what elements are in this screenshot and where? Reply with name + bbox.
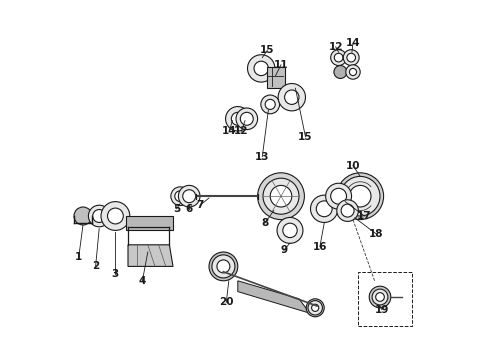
Circle shape xyxy=(88,205,110,227)
Text: 14: 14 xyxy=(222,126,237,136)
Text: 15: 15 xyxy=(298,132,313,142)
Circle shape xyxy=(308,301,322,315)
Circle shape xyxy=(372,289,388,305)
Text: 7: 7 xyxy=(196,200,204,210)
Circle shape xyxy=(347,53,356,62)
Text: 9: 9 xyxy=(280,245,288,255)
Text: 11: 11 xyxy=(274,60,288,70)
Circle shape xyxy=(331,188,346,204)
Circle shape xyxy=(331,50,346,66)
Text: 8: 8 xyxy=(261,218,269,228)
Polygon shape xyxy=(128,245,173,266)
Text: 1: 1 xyxy=(75,252,82,262)
Bar xyxy=(126,216,173,230)
Circle shape xyxy=(334,53,343,62)
Circle shape xyxy=(171,187,190,206)
Circle shape xyxy=(240,112,253,125)
Circle shape xyxy=(183,190,196,203)
Polygon shape xyxy=(238,281,310,313)
Circle shape xyxy=(231,112,245,125)
Text: 14: 14 xyxy=(345,38,360,48)
Text: 17: 17 xyxy=(357,211,372,221)
Circle shape xyxy=(225,107,250,131)
Circle shape xyxy=(107,208,123,224)
Circle shape xyxy=(74,207,92,225)
Circle shape xyxy=(258,173,304,220)
Circle shape xyxy=(311,195,338,222)
Text: 10: 10 xyxy=(346,161,360,171)
Text: 12: 12 xyxy=(234,126,248,136)
Text: 2: 2 xyxy=(92,261,99,271)
Circle shape xyxy=(212,255,235,278)
Circle shape xyxy=(316,201,332,217)
Circle shape xyxy=(341,176,380,216)
Circle shape xyxy=(254,61,269,76)
Circle shape xyxy=(263,178,299,214)
Circle shape xyxy=(93,210,106,222)
Circle shape xyxy=(346,65,360,79)
Circle shape xyxy=(337,173,384,220)
Text: 16: 16 xyxy=(313,242,327,252)
Circle shape xyxy=(341,204,354,217)
Circle shape xyxy=(349,68,357,76)
Circle shape xyxy=(376,293,384,301)
Circle shape xyxy=(283,223,297,238)
Text: 6: 6 xyxy=(186,204,193,214)
Circle shape xyxy=(312,304,319,311)
Circle shape xyxy=(209,252,238,281)
Text: 4: 4 xyxy=(139,276,146,286)
Circle shape xyxy=(178,185,200,207)
Text: 20: 20 xyxy=(219,297,234,307)
Circle shape xyxy=(261,95,280,114)
Text: 5: 5 xyxy=(173,204,180,214)
Circle shape xyxy=(247,55,275,82)
Circle shape xyxy=(337,200,358,221)
Circle shape xyxy=(326,183,351,209)
Circle shape xyxy=(101,202,130,230)
Text: 19: 19 xyxy=(375,305,389,315)
Circle shape xyxy=(334,66,347,78)
Circle shape xyxy=(343,50,359,66)
Circle shape xyxy=(270,185,292,207)
Circle shape xyxy=(278,84,305,111)
FancyBboxPatch shape xyxy=(267,67,285,88)
Text: 12: 12 xyxy=(328,42,343,52)
Circle shape xyxy=(306,299,324,317)
Text: 13: 13 xyxy=(255,152,270,162)
Circle shape xyxy=(369,286,391,308)
Circle shape xyxy=(265,99,275,109)
Circle shape xyxy=(175,191,186,202)
Circle shape xyxy=(277,217,303,243)
Circle shape xyxy=(349,185,371,207)
Circle shape xyxy=(285,90,299,104)
Circle shape xyxy=(217,260,230,273)
Text: 15: 15 xyxy=(260,45,274,55)
Text: 3: 3 xyxy=(112,269,119,279)
Circle shape xyxy=(236,108,258,130)
Text: 18: 18 xyxy=(369,229,384,239)
